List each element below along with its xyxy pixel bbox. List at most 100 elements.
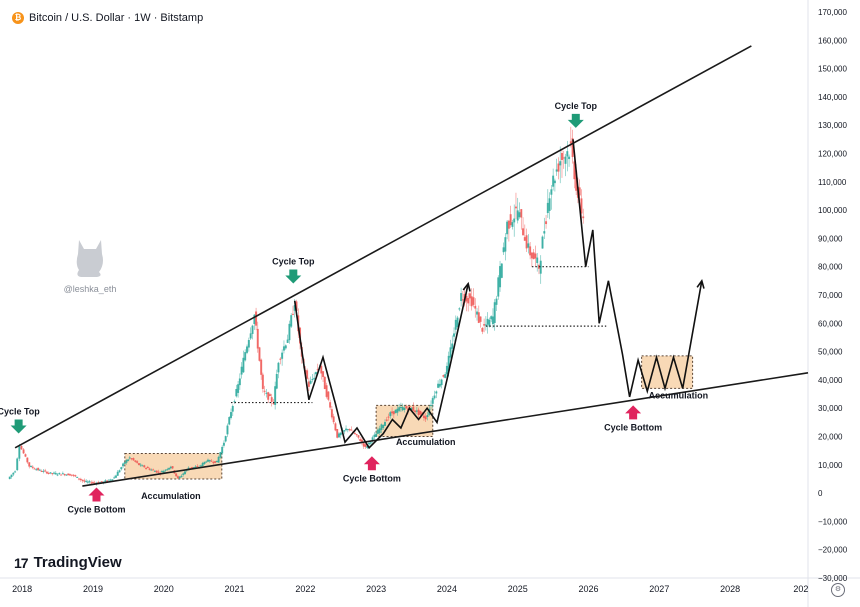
- candle-body: [137, 463, 140, 466]
- candle-body: [180, 475, 183, 478]
- candle-body: [529, 246, 532, 256]
- y-tick-label: −30,000: [818, 574, 848, 583]
- candle-body: [357, 435, 360, 438]
- candle-body: [332, 416, 335, 423]
- candle-body: [127, 459, 130, 462]
- candle-body: [562, 157, 565, 159]
- y-tick-label: 30,000: [818, 404, 843, 413]
- candle-body: [415, 410, 418, 412]
- candle-body: [286, 339, 289, 343]
- candle-body: [444, 374, 447, 378]
- tradingview-brand[interactable]: 17 TradingView: [14, 554, 122, 571]
- arrow-down-icon: [10, 419, 27, 434]
- candle-body: [56, 474, 59, 476]
- projection-path: [572, 139, 703, 398]
- candle-body: [353, 433, 356, 435]
- y-tick-label: 10,000: [818, 461, 843, 470]
- accumulation-label: Accumulation: [649, 390, 709, 400]
- candle-body: [116, 471, 119, 476]
- candle-body: [460, 293, 463, 302]
- candle-body: [268, 394, 271, 397]
- candle-body: [525, 235, 528, 249]
- candle-body: [210, 460, 213, 462]
- candle-body: [433, 395, 436, 399]
- candle-body: [401, 406, 404, 411]
- candle-body: [534, 253, 537, 259]
- candle-body: [550, 189, 553, 195]
- bitcoin-icon: ₿: [12, 12, 24, 24]
- candle-body: [107, 479, 110, 481]
- watermark-handle: @leshka_eth: [63, 284, 117, 294]
- candle-body: [12, 472, 15, 475]
- candle-body: [536, 257, 539, 263]
- candle-body: [160, 471, 163, 473]
- candle-body: [546, 202, 549, 214]
- arrow-head: [462, 281, 471, 292]
- candle-body: [205, 461, 208, 463]
- candle-body: [447, 355, 450, 371]
- candle-body: [104, 480, 107, 483]
- x-tick-label: 2028: [720, 584, 740, 594]
- candle-body: [368, 442, 371, 445]
- chart-header: ₿ Bitcoin / U.S. Dollar · 1W · Bitstamp: [12, 9, 203, 27]
- candle-body: [382, 424, 385, 429]
- candle-body: [566, 151, 569, 157]
- candle-body: [260, 359, 263, 375]
- candle-body: [284, 345, 287, 349]
- candle-body: [175, 473, 178, 477]
- candle-body: [548, 198, 551, 211]
- candle-body: [484, 324, 487, 326]
- candle-body: [8, 476, 11, 479]
- candle-body: [246, 346, 249, 353]
- candle-body: [453, 333, 456, 337]
- candle-body: [568, 156, 571, 160]
- accumulation-label: Accumulation: [396, 437, 456, 447]
- candle-body: [514, 206, 517, 209]
- candle-body: [552, 175, 555, 187]
- x-tick-label: 2026: [579, 584, 599, 594]
- candle-body: [192, 467, 195, 469]
- candle-body: [470, 296, 473, 307]
- x-tick-label: 202: [793, 584, 808, 594]
- candle-body: [261, 374, 264, 389]
- candle-body: [61, 473, 64, 475]
- candle-body: [311, 378, 314, 380]
- candle-body: [281, 352, 284, 359]
- candle-body: [582, 216, 585, 219]
- settings-icon[interactable]: ⚙: [831, 583, 845, 597]
- candle-body: [54, 472, 57, 475]
- candle-body: [123, 462, 126, 464]
- candle-body: [279, 358, 282, 360]
- candle-body: [290, 315, 293, 327]
- candle-body: [60, 474, 63, 476]
- candle-body: [91, 482, 94, 484]
- candle-body: [316, 369, 319, 371]
- candle-body: [571, 138, 574, 158]
- candle-body: [49, 472, 52, 474]
- candle-body: [438, 383, 441, 387]
- y-tick-label: 130,000: [818, 121, 847, 130]
- candle-body: [408, 406, 411, 408]
- candle-body: [58, 472, 61, 474]
- candle-body: [557, 163, 560, 172]
- candle-body: [14, 471, 17, 473]
- candle-body: [527, 243, 530, 248]
- candle-body: [385, 419, 388, 421]
- candle-body: [467, 298, 470, 304]
- candle-body: [330, 409, 333, 418]
- y-tick-label: 100,000: [818, 206, 847, 215]
- candle-body: [253, 314, 256, 325]
- candle-body: [323, 376, 326, 390]
- candle-body: [445, 365, 448, 375]
- candle-body: [221, 446, 224, 454]
- y-tick-label: −20,000: [818, 546, 848, 555]
- candle-body: [114, 475, 117, 478]
- candle-body: [90, 482, 93, 484]
- candle-body: [559, 161, 562, 166]
- candle-body: [373, 434, 376, 438]
- candle-body: [509, 214, 512, 226]
- candle-body: [472, 297, 475, 305]
- candle-body: [371, 437, 374, 441]
